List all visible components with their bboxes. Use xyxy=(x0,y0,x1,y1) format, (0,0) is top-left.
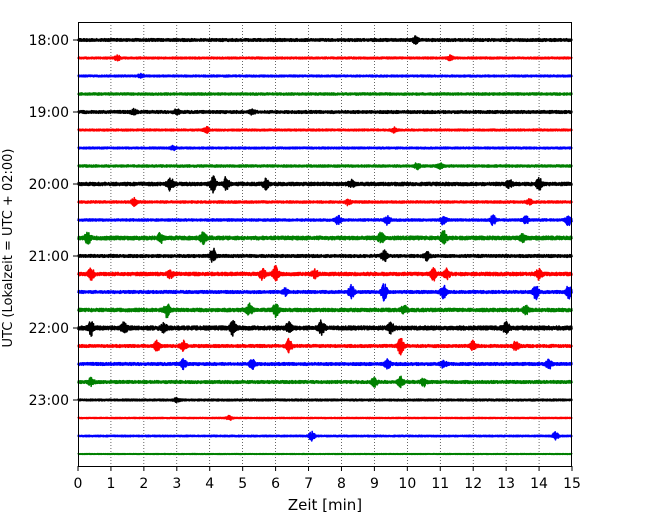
x-axis: 0 1 2 3 4 5 6 7 8 9 10 11 12 13 14 15 xyxy=(74,466,581,492)
y-tick-label: 20:00 xyxy=(29,177,69,193)
x-tick-label: 5 xyxy=(238,476,247,492)
seismic-trace xyxy=(77,375,573,389)
y-tick-label: 22:00 xyxy=(29,321,69,337)
seismic-trace xyxy=(77,72,573,79)
seismic-trace xyxy=(77,302,573,319)
x-tick-label: 13 xyxy=(497,476,515,492)
seismic-trace xyxy=(77,396,573,404)
seismic-trace xyxy=(77,247,573,263)
x-tick-label: 6 xyxy=(271,476,280,492)
seismic-trace xyxy=(77,92,573,96)
seismic-trace xyxy=(77,125,573,134)
seismic-trace xyxy=(77,214,573,227)
seismic-traces xyxy=(77,35,573,456)
y-tick-label: 23:00 xyxy=(29,393,69,409)
x-tick-label: 0 xyxy=(74,476,83,492)
x-tick-label: 10 xyxy=(398,476,416,492)
x-axis-label: Zeit [min] xyxy=(288,496,362,514)
seismic-trace xyxy=(77,229,573,246)
x-tick-label: 12 xyxy=(464,476,482,492)
seismic-trace xyxy=(77,337,573,356)
seismic-trace xyxy=(77,357,573,371)
grid-lines xyxy=(110,22,540,466)
x-tick-label: 9 xyxy=(370,476,379,492)
seismic-trace xyxy=(77,414,573,422)
seismic-trace xyxy=(77,283,573,302)
seismic-trace xyxy=(77,107,573,116)
seismic-trace xyxy=(77,54,573,62)
seismic-trace xyxy=(77,175,573,194)
x-tick-label: 1 xyxy=(106,476,115,492)
y-tick-label: 18:00 xyxy=(29,33,69,49)
seismic-trace xyxy=(77,452,573,456)
seismic-trace xyxy=(77,319,573,337)
seismic-trace xyxy=(77,162,573,171)
y-tick-label: 19:00 xyxy=(29,105,69,121)
seismic-trace xyxy=(77,264,573,282)
seismic-trace xyxy=(77,430,573,442)
x-tick-label: 15 xyxy=(563,476,581,492)
seismic-trace xyxy=(77,196,573,208)
x-tick-label: 2 xyxy=(139,476,148,492)
y-axis: 18:00 19:00 20:00 21:00 22:00 23:00 xyxy=(29,33,78,409)
seismic-trace xyxy=(77,144,573,152)
plot-frame xyxy=(78,22,572,467)
x-tick-label: 4 xyxy=(205,476,214,492)
y-axis-label: UTC (Lokalzeit = UTC + 02:00) xyxy=(1,149,16,348)
x-tick-label: 14 xyxy=(530,476,548,492)
x-tick-label: 11 xyxy=(431,476,449,492)
x-tick-label: 3 xyxy=(172,476,181,492)
x-tick-label: 8 xyxy=(337,476,346,492)
seismic-trace xyxy=(77,35,573,46)
y-tick-label: 21:00 xyxy=(29,249,69,265)
x-tick-label: 7 xyxy=(304,476,313,492)
